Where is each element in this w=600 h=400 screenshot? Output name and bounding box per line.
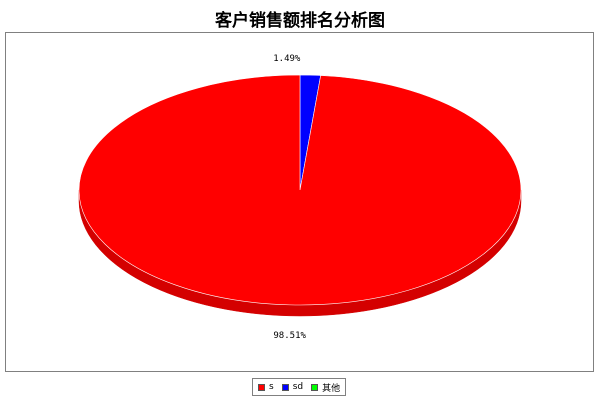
legend-label-other: 其他 [322,383,341,394]
legend-item-other: 其他 [311,381,340,394]
legend-swatch-s [258,383,265,391]
legend: s sd 其他 [252,378,347,396]
legend-label-sd: sd [292,382,304,392]
legend-swatch-sd [281,383,289,391]
chart-title: 客户销售额排名分析图 [215,11,385,31]
pie-label-s: 98.51% [273,331,306,341]
legend-label-s: s [269,382,274,392]
legend-item-sd: sd [281,382,304,392]
legend-item-s: s [258,382,274,392]
pie-slice-s [78,74,522,306]
pie-label-sd: 1.49% [273,54,301,64]
legend-swatch-other [311,383,319,391]
